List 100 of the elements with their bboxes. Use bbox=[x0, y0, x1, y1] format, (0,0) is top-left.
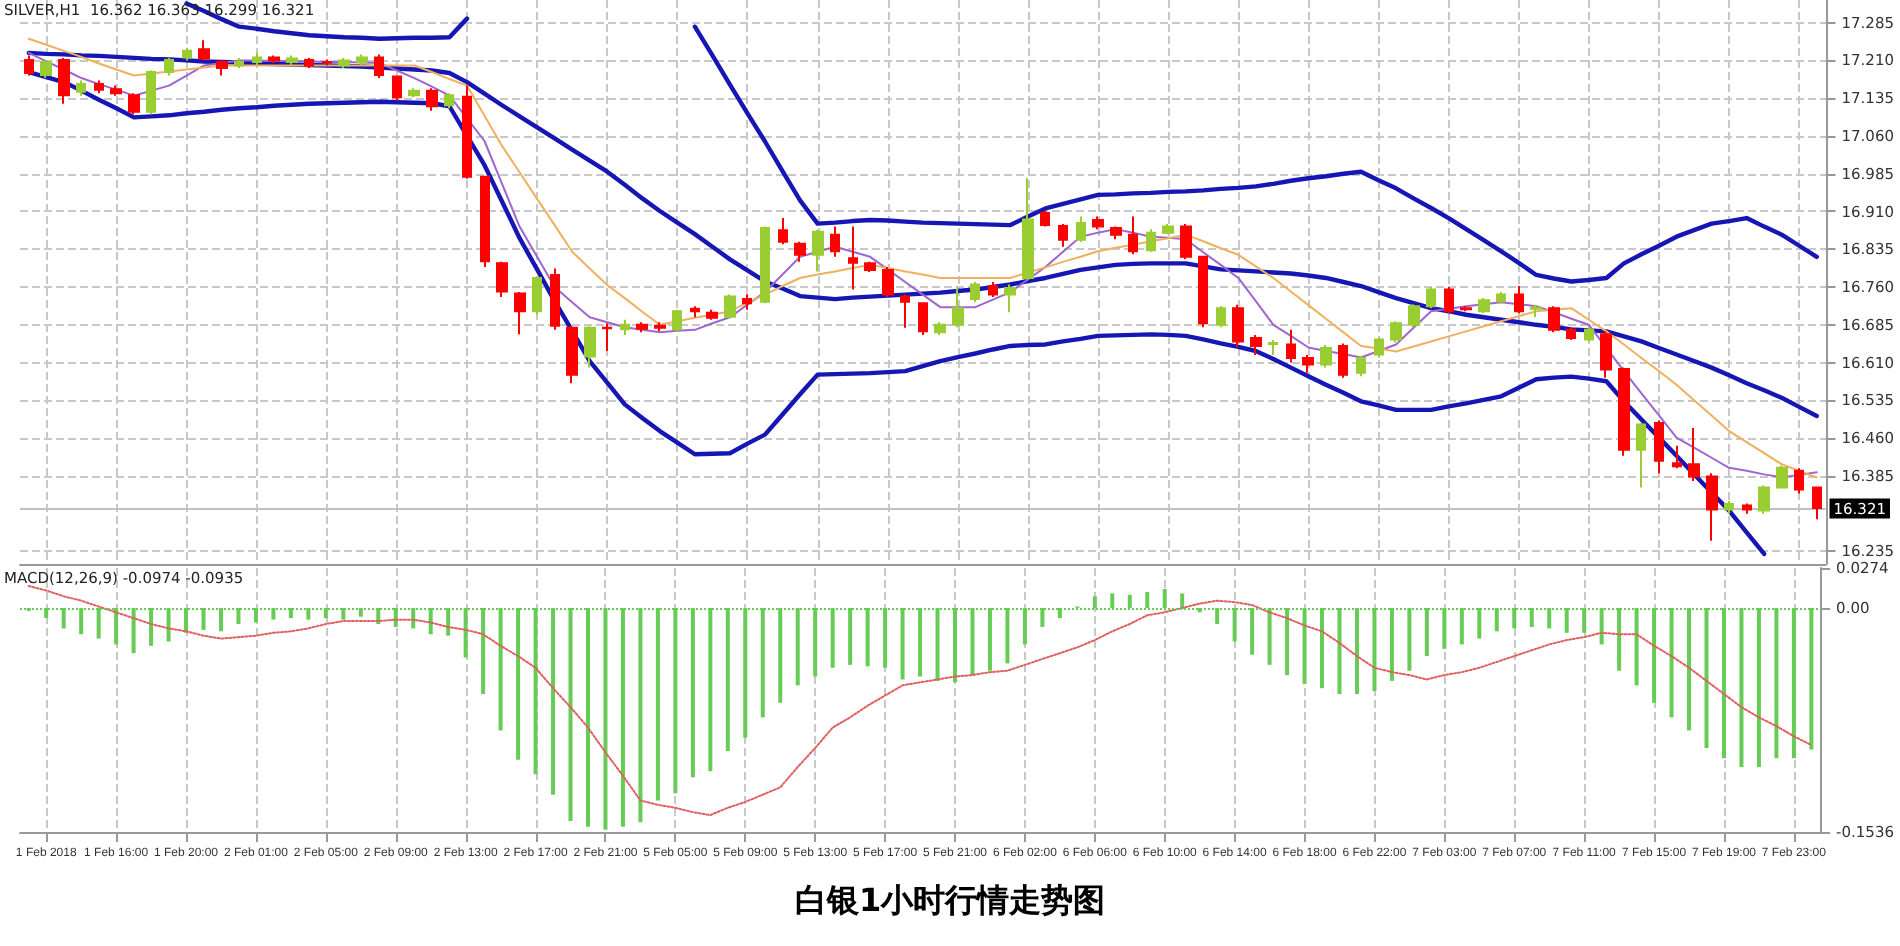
candlestick bbox=[1548, 305, 1560, 334]
candlestick bbox=[1040, 209, 1050, 228]
candlestick bbox=[1198, 254, 1208, 329]
candlestick bbox=[690, 305, 700, 319]
candlestick bbox=[970, 281, 980, 304]
candlestick bbox=[146, 69, 156, 116]
candlestick bbox=[1724, 500, 1734, 515]
candlestick bbox=[1478, 297, 1490, 315]
candlestick bbox=[94, 79, 104, 95]
candlestick bbox=[1250, 333, 1262, 357]
candlestick bbox=[1444, 286, 1454, 315]
candlestick bbox=[1216, 305, 1226, 329]
candlestick bbox=[1600, 330, 1612, 379]
candlestick bbox=[1162, 223, 1174, 236]
candlestick bbox=[1338, 342, 1348, 379]
candlestick bbox=[76, 79, 86, 97]
candlestick bbox=[1742, 502, 1752, 515]
candlestick bbox=[1408, 303, 1420, 329]
candlestick bbox=[550, 267, 560, 331]
candlestick bbox=[654, 321, 666, 333]
candlestick bbox=[882, 265, 894, 299]
candlestick bbox=[1058, 223, 1068, 248]
candlestick bbox=[988, 281, 998, 299]
candlestick bbox=[1374, 336, 1384, 359]
candlestick bbox=[1566, 326, 1576, 341]
candlestick bbox=[1146, 228, 1156, 253]
candlestick bbox=[1812, 485, 1822, 521]
candlestick bbox=[602, 322, 612, 352]
candlestick bbox=[812, 228, 824, 273]
candlestick bbox=[672, 308, 682, 333]
candlestick bbox=[1688, 427, 1700, 482]
candlestick bbox=[706, 308, 718, 321]
candlestick bbox=[1584, 326, 1594, 343]
candlestick bbox=[900, 293, 910, 329]
candlestick bbox=[356, 53, 368, 67]
candlestick bbox=[1496, 291, 1506, 305]
candlestick bbox=[268, 54, 280, 64]
candlestick bbox=[918, 301, 928, 336]
candlestick bbox=[1776, 464, 1788, 490]
candlestick bbox=[848, 225, 858, 291]
candlestick bbox=[252, 51, 262, 67]
candlestick bbox=[1758, 484, 1770, 515]
line-series bbox=[27, 585, 1813, 817]
candlestick bbox=[322, 58, 332, 67]
candlestick bbox=[830, 225, 840, 258]
candlestick bbox=[1076, 215, 1086, 243]
candlestick bbox=[1022, 177, 1034, 281]
candlestick bbox=[1268, 338, 1278, 357]
candlestick bbox=[724, 293, 736, 320]
candlestick bbox=[1672, 444, 1682, 470]
candlestick bbox=[778, 217, 788, 246]
candlestick bbox=[234, 56, 244, 69]
candlestick bbox=[182, 46, 192, 62]
candlestick bbox=[1618, 366, 1630, 457]
candlestick bbox=[374, 53, 384, 80]
candlestick bbox=[304, 56, 314, 69]
candlestick bbox=[1004, 283, 1016, 314]
candlestick bbox=[1286, 328, 1296, 364]
line-series bbox=[26, 69, 1767, 557]
candlestick bbox=[1654, 419, 1664, 475]
candlestick bbox=[338, 56, 350, 69]
candlestick bbox=[1180, 223, 1192, 261]
candlestick bbox=[636, 321, 648, 334]
candlestick bbox=[1356, 355, 1366, 378]
candlestick bbox=[1302, 354, 1314, 374]
candlestick bbox=[110, 84, 122, 97]
candlestick bbox=[392, 74, 402, 102]
candlestick bbox=[128, 92, 140, 116]
candlestick bbox=[1110, 225, 1122, 241]
candlestick bbox=[1706, 472, 1718, 542]
candlestick bbox=[444, 92, 454, 110]
candlestick bbox=[742, 293, 752, 311]
candlestick bbox=[1636, 422, 1646, 489]
candlestick bbox=[496, 260, 508, 299]
candlestick bbox=[1092, 215, 1104, 231]
candlestick bbox=[1460, 305, 1472, 313]
candlestick bbox=[934, 321, 946, 336]
candlestick bbox=[198, 39, 210, 62]
candlestick bbox=[24, 54, 34, 77]
candlestick bbox=[1530, 303, 1542, 319]
candlestick bbox=[286, 54, 298, 67]
candlestick bbox=[1390, 320, 1402, 344]
text: 白银1小时行情走势图 bbox=[794, 881, 1106, 919]
candlestick bbox=[566, 325, 578, 385]
candlestick bbox=[426, 87, 438, 112]
candlestick bbox=[584, 325, 596, 369]
candlestick bbox=[462, 84, 472, 180]
candlestick bbox=[1514, 285, 1524, 315]
candlestick bbox=[1794, 467, 1804, 495]
candlestick bbox=[40, 59, 52, 80]
candlestick bbox=[864, 260, 876, 273]
candlestick bbox=[620, 318, 630, 336]
candlestick bbox=[216, 59, 228, 77]
candlestick bbox=[164, 56, 174, 77]
candlestick bbox=[1232, 303, 1244, 349]
candlestick bbox=[1320, 343, 1332, 369]
candlestick bbox=[1426, 286, 1436, 310]
candlestick bbox=[794, 240, 806, 263]
candlestick bbox=[514, 291, 526, 336]
candlestick bbox=[760, 225, 770, 305]
